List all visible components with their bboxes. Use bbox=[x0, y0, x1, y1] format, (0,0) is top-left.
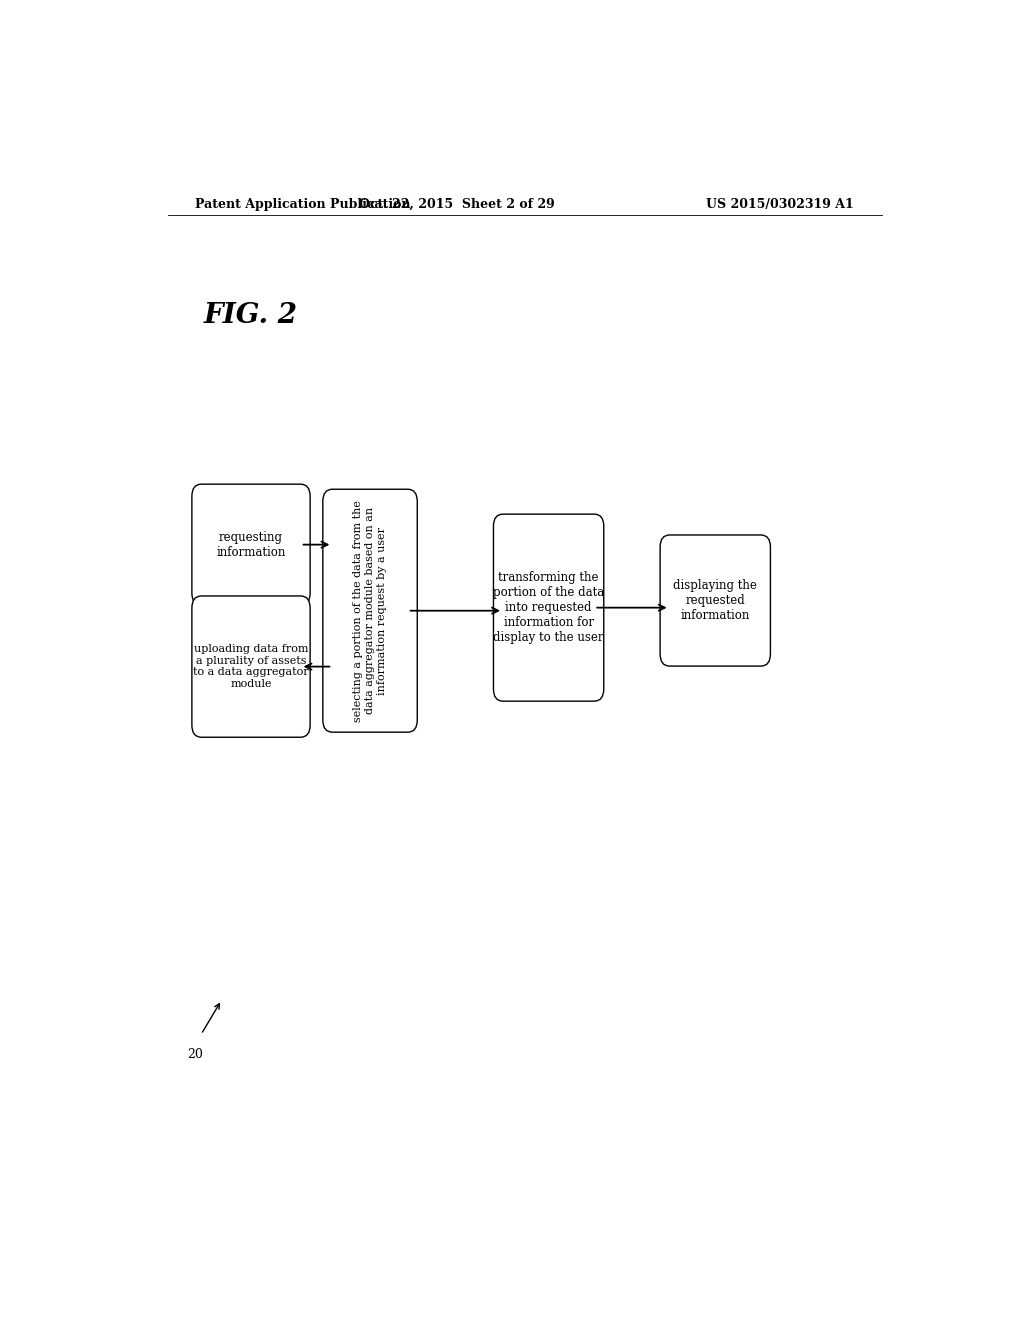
Text: Patent Application Publication: Patent Application Publication bbox=[196, 198, 411, 211]
Text: displaying the
requested
information: displaying the requested information bbox=[674, 579, 757, 622]
Text: selecting a portion of the data from the
data aggregator module based on an
info: selecting a portion of the data from the… bbox=[353, 500, 387, 722]
FancyBboxPatch shape bbox=[494, 515, 604, 701]
Text: 20: 20 bbox=[187, 1048, 204, 1061]
FancyBboxPatch shape bbox=[191, 484, 310, 605]
Text: transforming the
portion of the data
into requested
information for
display to t: transforming the portion of the data int… bbox=[493, 572, 604, 644]
FancyBboxPatch shape bbox=[191, 595, 310, 738]
FancyBboxPatch shape bbox=[660, 535, 770, 667]
Text: Oct. 22, 2015  Sheet 2 of 29: Oct. 22, 2015 Sheet 2 of 29 bbox=[359, 198, 555, 211]
Text: requesting
information: requesting information bbox=[216, 531, 286, 558]
FancyBboxPatch shape bbox=[323, 490, 417, 733]
Text: FIG. 2: FIG. 2 bbox=[204, 302, 297, 330]
Text: uploading data from
a plurality of assets
to a data aggregator
module: uploading data from a plurality of asset… bbox=[194, 644, 309, 689]
Text: US 2015/0302319 A1: US 2015/0302319 A1 bbox=[707, 198, 854, 211]
